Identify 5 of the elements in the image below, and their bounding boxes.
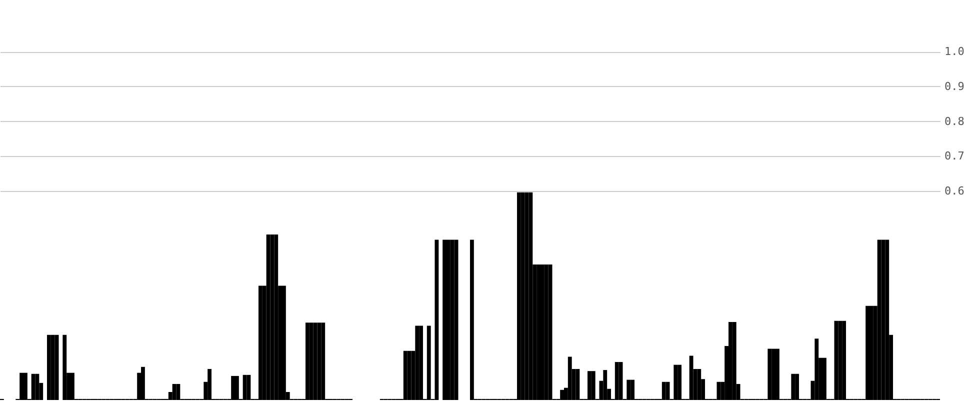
y-tick-label: 0.6 [944, 184, 964, 198]
y-tick-label: 0.8 [944, 114, 964, 128]
y-tick-label: 0.7 [944, 150, 964, 163]
y-tick-label: 1.0 [944, 45, 964, 58]
y-tick-label: 0.9 [944, 80, 964, 93]
